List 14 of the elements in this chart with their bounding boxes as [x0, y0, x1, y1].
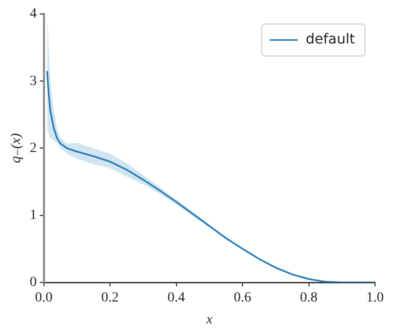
y-tick-label: 4	[30, 6, 37, 22]
x-tick-label: 0.8	[300, 290, 318, 306]
x-axis-title: x	[205, 312, 214, 328]
x-tick-label: 1.0	[366, 290, 384, 306]
legend-label: default	[306, 32, 356, 48]
y-tick-label: 0	[30, 275, 37, 290]
y-tick-label: 2	[30, 140, 37, 156]
y-axis-title: q₋(x)	[9, 132, 24, 164]
y-tick-label: 1	[30, 208, 37, 223]
y-tick-label: 3	[30, 74, 37, 89]
x-tick-label: 0.6	[234, 290, 252, 306]
x-tick-label: 0.4	[168, 290, 186, 306]
x-tick-label: 0.0	[35, 290, 53, 306]
x-tick-label: 0.2	[101, 290, 119, 306]
